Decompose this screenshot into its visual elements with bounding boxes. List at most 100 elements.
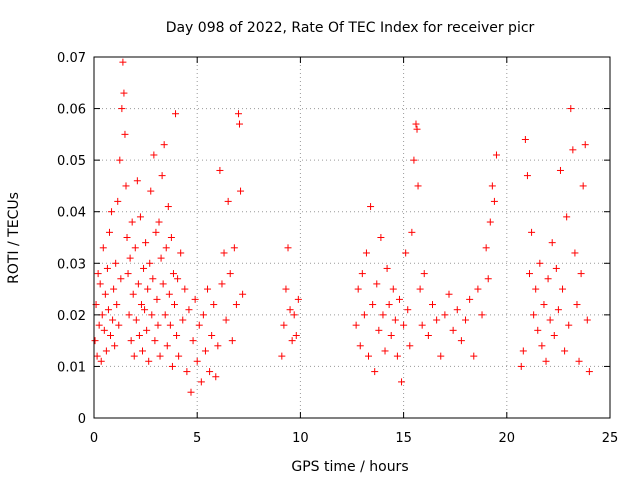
data-point [239, 290, 247, 298]
data-point [428, 301, 436, 309]
data-point [381, 347, 389, 355]
data-point [462, 316, 470, 324]
data-point [116, 156, 124, 164]
data-point [534, 326, 542, 334]
x-tick-label: 25 [602, 431, 619, 446]
y-tick-label: 0.06 [57, 103, 86, 118]
data-point [161, 311, 169, 319]
data-point [232, 301, 240, 309]
data-point [470, 352, 478, 360]
data-point [579, 182, 587, 190]
data-point [379, 311, 387, 319]
data-point [282, 285, 290, 293]
data-point [142, 239, 150, 247]
data-point [416, 285, 424, 293]
data-point [193, 357, 201, 365]
data-point [175, 352, 183, 360]
data-point [197, 378, 205, 386]
data-point [369, 301, 377, 309]
data-point [140, 264, 148, 272]
x-tick-label: 20 [499, 431, 516, 446]
data-point [150, 151, 158, 159]
data-point [214, 342, 222, 350]
data-point [201, 347, 209, 355]
data-point [95, 321, 103, 329]
data-point [123, 234, 131, 241]
data-point [222, 316, 230, 324]
data-point [174, 275, 182, 283]
data-point [114, 197, 122, 205]
data-point [163, 342, 171, 350]
data-point [151, 337, 159, 345]
data-point [156, 352, 164, 360]
x-tick-label: 15 [395, 431, 412, 446]
data-point [519, 347, 527, 355]
data-point [420, 270, 428, 278]
data-point [395, 295, 403, 303]
data-point [94, 270, 102, 278]
data-point [118, 105, 126, 113]
data-point [544, 275, 552, 283]
data-point [146, 259, 154, 267]
data-point [577, 270, 585, 278]
data-point [540, 301, 548, 309]
data-point [160, 141, 168, 149]
data-point [137, 301, 145, 309]
data-point [391, 316, 399, 324]
data-point [216, 166, 224, 174]
data-point [536, 259, 544, 267]
data-point [530, 311, 538, 319]
data-point [484, 275, 492, 283]
data-point [109, 316, 117, 324]
data-point [517, 362, 525, 370]
data-point [526, 270, 534, 278]
data-point [441, 311, 449, 319]
data-point [561, 347, 569, 355]
data-point [352, 321, 360, 329]
data-point [398, 378, 406, 386]
data-point [226, 270, 234, 278]
data-point [204, 285, 212, 293]
data-point [145, 357, 153, 365]
data-point [168, 362, 176, 370]
data-point [117, 275, 125, 283]
data-point [523, 172, 531, 180]
data-point [280, 321, 288, 329]
data-point [103, 264, 111, 272]
data-point [445, 290, 453, 298]
x-axis-title: GPS time / hours [291, 459, 408, 475]
data-point [96, 280, 104, 288]
data-point [362, 249, 370, 257]
data-point [91, 337, 99, 345]
data-point [187, 388, 195, 396]
data-point [177, 249, 185, 257]
data-point [125, 311, 133, 319]
data-point [115, 321, 123, 329]
data-point [139, 347, 147, 355]
y-tick-label: 0.05 [57, 154, 86, 169]
data-point [453, 306, 461, 314]
data-point [93, 352, 101, 360]
data-point [148, 311, 156, 319]
data-point [393, 352, 401, 360]
data-point [571, 249, 579, 257]
data-point [153, 295, 161, 303]
data-point [292, 331, 300, 339]
data-point [172, 110, 180, 118]
data-point [166, 321, 174, 329]
data-point [212, 373, 220, 381]
y-tick-label: 0.04 [57, 206, 86, 221]
x-tick-label: 10 [292, 431, 309, 446]
data-point [157, 254, 165, 262]
data-point [136, 213, 144, 221]
data-point [131, 244, 139, 252]
data-point [236, 120, 244, 128]
data-point [218, 280, 226, 288]
data-point [284, 244, 292, 252]
data-point [124, 270, 132, 278]
data-point [412, 120, 420, 128]
data-point [548, 239, 556, 247]
data-point [449, 326, 457, 334]
data-point [373, 280, 381, 288]
